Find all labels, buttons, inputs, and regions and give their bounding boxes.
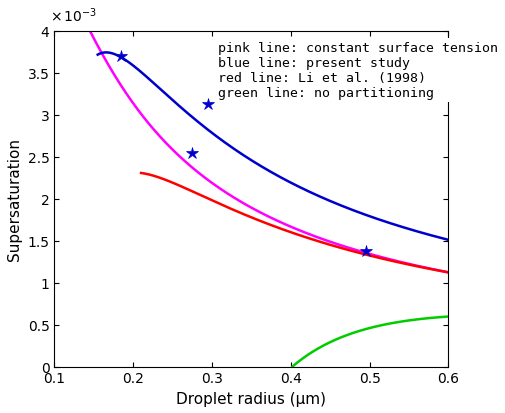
Text: $\times\,10^{-3}$: $\times\,10^{-3}$ <box>50 7 97 25</box>
Text: pink line: constant surface tension
blue line: present study
red line: Li et al.: pink line: constant surface tension blue… <box>218 42 497 100</box>
X-axis label: Droplet radius (μm): Droplet radius (μm) <box>176 391 326 406</box>
Y-axis label: Supersaturation: Supersaturation <box>7 138 22 261</box>
